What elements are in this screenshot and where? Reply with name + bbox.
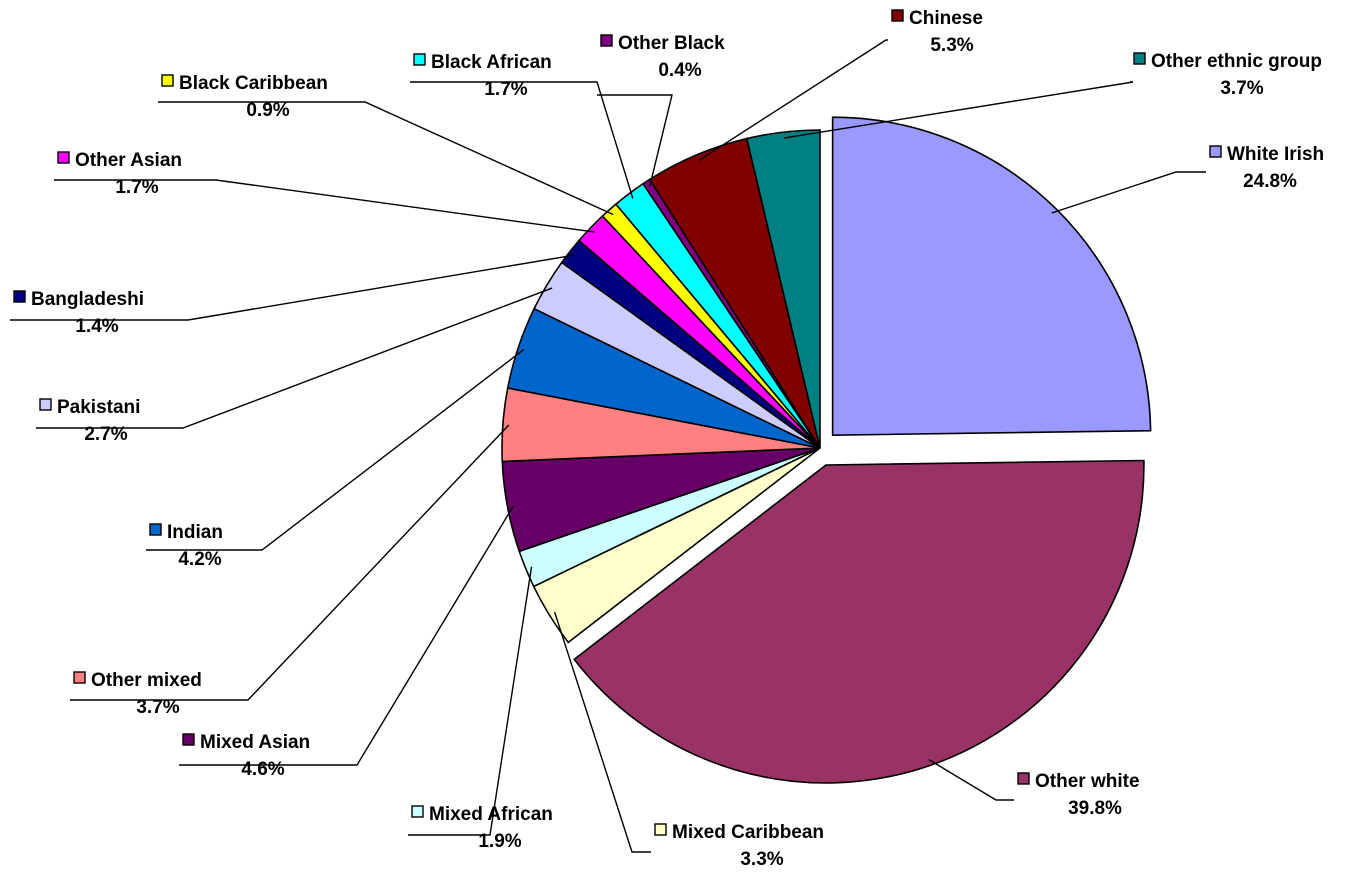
slice-value-mixed-caribbean: 3.3% (740, 849, 783, 870)
legend-swatch-other-mixed (73, 671, 86, 684)
slice-value-black-caribbean: 0.9% (246, 100, 289, 121)
slice-labels: White Irish 24.8% Other white 39.8% Mixed Ca… (13, 8, 1324, 870)
label-pakistani: Pakistani 2.7% (39, 397, 140, 445)
slice-label-mixed-african: Mixed African (429, 804, 553, 825)
slice-label-other-asian: Other Asian (75, 150, 182, 171)
label-chinese: Chinese 5.3% (891, 8, 983, 56)
label-black-caribbean: Black Caribbean 0.9% (161, 73, 328, 121)
leader-line-white-irish (1051, 171, 1206, 214)
leader-lines (10, 39, 1206, 853)
label-other-ethnic-group: Other ethnic group 3.7% (1133, 51, 1322, 99)
leader-line-indian (146, 348, 525, 551)
slice-label-bangladeshi: Bangladeshi (31, 289, 144, 310)
label-mixed-asian: Mixed Asian 4.6% (182, 732, 310, 780)
leader-line-other-black (597, 94, 673, 187)
legend-swatch-indian (149, 523, 162, 536)
label-indian: Indian 4.2% (149, 522, 223, 570)
label-mixed-african: Mixed African 1.9% (411, 804, 553, 852)
slice-value-pakistani: 2.7% (84, 424, 127, 445)
legend-swatch-black-caribbean (161, 74, 174, 87)
slice-value-chinese: 5.3% (930, 35, 973, 56)
slice-value-white-irish: 24.8% (1243, 171, 1297, 192)
legend-swatch-mixed-asian (182, 733, 195, 746)
slice-label-other-mixed: Other mixed (91, 670, 202, 691)
slice-label-mixed-asian: Mixed Asian (200, 732, 310, 753)
legend-swatch-black-african (413, 53, 426, 66)
legend-swatch-bangladeshi (13, 290, 26, 303)
legend-swatch-mixed-caribbean (654, 823, 667, 836)
slice-label-white-irish: White Irish (1227, 144, 1324, 165)
legend-swatch-chinese (891, 9, 904, 22)
slice-label-mixed-caribbean: Mixed Caribbean (672, 822, 824, 843)
legend-swatch-white-irish (1209, 145, 1222, 158)
slice-value-mixed-african: 1.9% (478, 831, 521, 852)
slice-label-chinese: Chinese (909, 8, 983, 29)
leader-line-bangladeshi (10, 254, 575, 321)
leader-line-other-white (928, 758, 1014, 801)
label-other-black: Other Black 0.4% (600, 33, 725, 81)
slice-label-other-black: Other Black (618, 33, 725, 54)
leader-line-pakistani (36, 287, 553, 429)
label-black-african: Black African 1.7% (413, 52, 552, 100)
leader-line-mixed-african (408, 566, 533, 836)
slice-label-indian: Indian (167, 522, 223, 543)
label-other-white: Other white 39.8% (1017, 771, 1140, 819)
leader-line-black-caribbean (158, 101, 614, 216)
pie-slices (501, 116, 1152, 784)
leader-line-mixed-asian (179, 505, 515, 766)
slice-value-black-african: 1.7% (484, 79, 527, 100)
label-other-mixed: Other mixed 3.7% (73, 670, 202, 718)
slice-value-other-mixed: 3.7% (136, 697, 179, 718)
slice-label-black-caribbean: Black Caribbean (179, 73, 328, 94)
slice-white-irish (831, 116, 1152, 436)
leader-line-black-african (410, 81, 634, 199)
legend-swatch-other-black (600, 34, 613, 47)
slice-value-other-ethnic-group: 3.7% (1220, 78, 1263, 99)
legend-swatch-other-ethnic-group (1133, 52, 1146, 65)
slice-other-white (573, 459, 1145, 784)
slice-label-pakistani: Pakistani (57, 397, 140, 418)
leader-line-chinese (698, 39, 888, 162)
slice-value-other-black: 0.4% (658, 60, 701, 81)
leader-line-other-ethnic-group (783, 81, 1134, 139)
slice-value-mixed-asian: 4.6% (241, 759, 284, 780)
slice-value-other-white: 39.8% (1068, 798, 1122, 819)
leader-line-other-asian (54, 179, 595, 233)
slice-label-other-ethnic-group: Other ethnic group (1151, 51, 1322, 72)
legend-swatch-other-asian (57, 151, 70, 164)
slice-label-other-white: Other white (1035, 771, 1140, 792)
label-bangladeshi: Bangladeshi 1.4% (13, 289, 144, 337)
leader-line-other-mixed (70, 424, 510, 701)
label-mixed-caribbean: Mixed Caribbean 3.3% (654, 822, 824, 870)
slice-label-black-african: Black African (431, 52, 552, 73)
legend-swatch-pakistani (39, 398, 52, 411)
label-white-irish: White Irish 24.8% (1209, 144, 1324, 192)
leader-line-mixed-caribbean (553, 611, 651, 853)
slice-other-ethnic-group (745, 129, 821, 449)
label-other-asian: Other Asian 1.7% (57, 150, 182, 198)
legend-swatch-other-white (1017, 772, 1030, 785)
slice-value-bangladeshi: 1.4% (75, 316, 118, 337)
slice-value-indian: 4.2% (178, 549, 221, 570)
slice-value-other-asian: 1.7% (115, 177, 158, 198)
legend-swatch-mixed-african (411, 805, 424, 818)
